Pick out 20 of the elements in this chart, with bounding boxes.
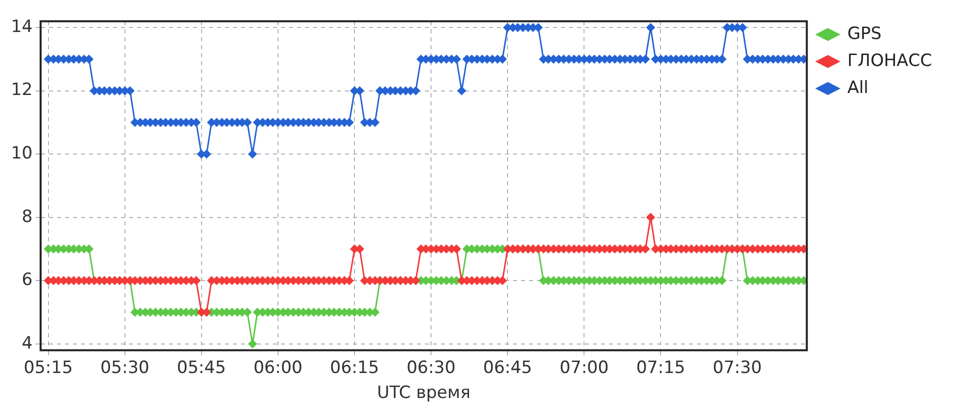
- y-tick-label: 10: [10, 143, 33, 164]
- x-tick-label: 06:15: [330, 358, 380, 378]
- x-tick-label: 07:15: [636, 358, 686, 378]
- x-axis-title: UTC время: [377, 383, 470, 404]
- legend-label: ГЛОНАСС: [847, 50, 932, 71]
- legend-label: GPS: [847, 24, 882, 44]
- x-tick-label: 06:00: [253, 358, 302, 378]
- y-tick-label: 6: [22, 270, 33, 290]
- y-tick-label: 4: [22, 333, 33, 354]
- x-tick-label: 07:30: [712, 358, 762, 378]
- x-tick-label: 05:15: [24, 358, 73, 378]
- y-tick-label: 12: [10, 80, 33, 100]
- x-tick-label: 07:00: [560, 358, 609, 378]
- x-tick-label: 05:45: [176, 358, 226, 378]
- y-tick-label: 8: [22, 206, 33, 227]
- legend-label: All: [847, 78, 868, 98]
- x-tick-label: 06:45: [483, 358, 532, 378]
- x-tick-label: 06:30: [406, 358, 456, 378]
- y-tick-label: 14: [10, 16, 33, 37]
- x-tick-label: 05:30: [100, 358, 150, 378]
